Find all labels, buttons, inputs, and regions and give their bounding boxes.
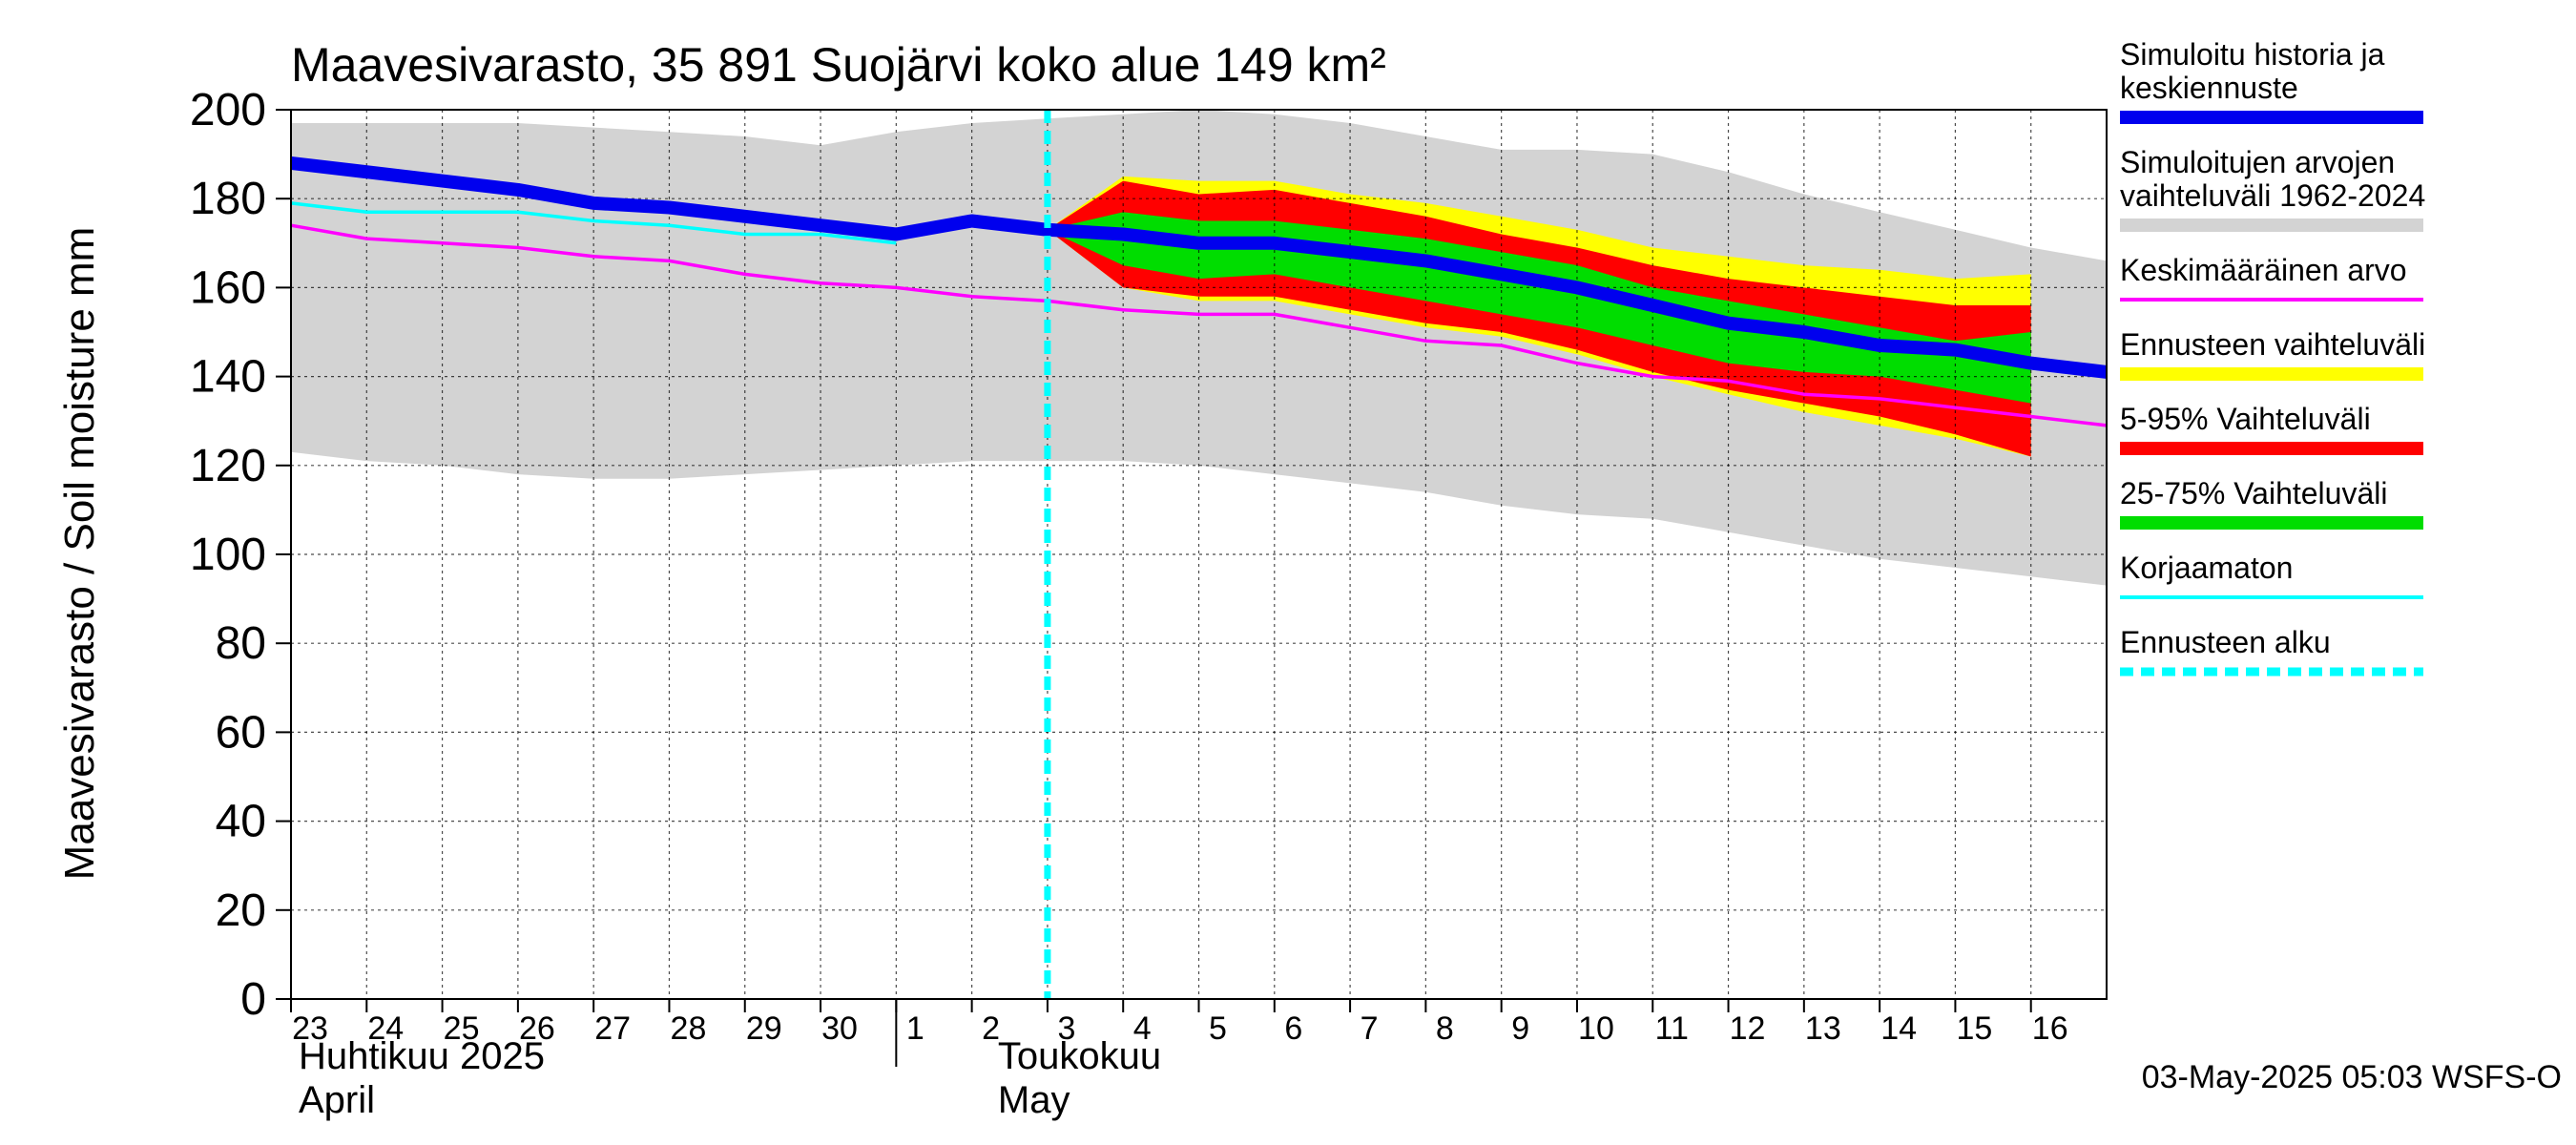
x-tick-label: 8 (1436, 1010, 1454, 1047)
y-tick-label: 80 (216, 618, 266, 669)
legend-item-25-75-vaihteluvali: 25-75% Vaihteluväli (2120, 476, 2423, 530)
ranges-layer (291, 110, 2107, 586)
y-tick-label: 100 (190, 530, 266, 580)
x-tick-label: 4 (1133, 1010, 1152, 1047)
lines-layer (290, 110, 2108, 999)
x-tick-label: 1 (906, 1010, 924, 1047)
legend-label: Korjaamaton (2120, 551, 2293, 585)
plot-area (290, 109, 2108, 1000)
legend-label: keskiennuste (2120, 71, 2298, 105)
legend-item-ennusteen-alku: Ennusteen alku (2120, 625, 2423, 677)
legend-label: 5-95% Vaihteluväli (2120, 402, 2371, 436)
x-tick-label: 3 (1057, 1010, 1075, 1047)
x-tick-label: 27 (594, 1010, 631, 1047)
x-tick-label: 28 (671, 1010, 707, 1047)
x-tick-label: 14 (1880, 1010, 1917, 1047)
legend-item-korjaamaton: Korjaamaton (2120, 551, 2423, 599)
x-tick-label: 9 (1511, 1010, 1529, 1047)
y-tick-label: 160 (190, 262, 266, 313)
x-tick-label: 5 (1209, 1010, 1227, 1047)
month-label-en: May (998, 1079, 1070, 1121)
x-tick-label: 10 (1578, 1010, 1614, 1047)
x-tick-label: 15 (1957, 1010, 1993, 1047)
y-tick-label: 20 (216, 885, 266, 936)
y-axis: 0 20 40 60 80 100 120 140 160 180 200 (190, 85, 291, 1025)
x-tick-label: 16 (2032, 1010, 2068, 1047)
series-line-simuloitu-historia-ja-keskiennuste (290, 156, 2108, 379)
legend-item-5-95-vaihteluvali: 5-95% Vaihteluväli (2120, 402, 2423, 455)
y-tick-label: 200 (190, 85, 266, 135)
y-tick-label: 140 (190, 352, 266, 403)
x-tick-label: 13 (1805, 1010, 1841, 1047)
x-tick-label: 24 (367, 1010, 404, 1047)
legend-label: Simuloitujen arvojen (2120, 145, 2395, 179)
y-axis-label: Maavesivarasto / Soil moisture mm (56, 227, 103, 881)
y-tick-label: 0 (240, 974, 266, 1025)
y-tick-label: 60 (216, 707, 266, 758)
x-tick-label: 30 (821, 1010, 858, 1047)
x-tick-label: 12 (1730, 1010, 1766, 1047)
series-line-korjaamaton (290, 201, 897, 245)
x-tick-label: 11 (1655, 1010, 1689, 1047)
legend-item-ennusteen-vaihteluvali: Ennusteen vaihteluväli (2120, 327, 2425, 381)
legend-label: Keskimääräinen arvo (2120, 253, 2407, 287)
x-tick-label: 2 (982, 1010, 1000, 1047)
x-tick-label: 7 (1361, 1010, 1379, 1047)
x-tick-label: 26 (519, 1010, 555, 1047)
y-tick-label: 40 (216, 797, 266, 847)
legend-label: 25-75% Vaihteluväli (2120, 476, 2387, 510)
legend-label: Ennusteen alku (2120, 625, 2331, 659)
month-label-fi: Huhtikuu 2025 (299, 1035, 545, 1077)
x-tick-label: 29 (746, 1010, 782, 1047)
legend-label: vaihteluväli 1962-2024 (2120, 178, 2425, 213)
range-band-25-75-vaihteluvali (1047, 212, 2031, 404)
month-label-en: April (299, 1079, 375, 1121)
y-tick-label: 120 (190, 441, 266, 491)
legend: Simuloitu historia jakeskiennusteSimuloi… (2120, 37, 2425, 677)
chart-title: Maavesivarasto, 35 891 Suojärvi koko alu… (291, 38, 1386, 92)
month-label-fi: Toukokuu (998, 1035, 1161, 1077)
x-axis: 23 24 25 26 27 28 29 30 1 2 3 4 5 6 7 8 9 10 11 12 13 14 15 16H… (290, 999, 2068, 1121)
x-tick-label: 23 (292, 1010, 328, 1047)
series-line-keskimaarainen-arvo (290, 223, 2108, 427)
y-tick-label: 180 (190, 174, 266, 224)
x-tick-label: 6 (1284, 1010, 1302, 1047)
legend-label: Ennusteen vaihteluväli (2120, 327, 2425, 362)
x-tick-label: 25 (444, 1010, 480, 1047)
legend-item-keskimaarainen-arvo: Keskimääräinen arvo (2120, 253, 2423, 302)
footer-timestamp: 03-May-2025 05:03 WSFS-O (2142, 1059, 2562, 1095)
legend-label: Simuloitu historia ja (2120, 37, 2385, 72)
